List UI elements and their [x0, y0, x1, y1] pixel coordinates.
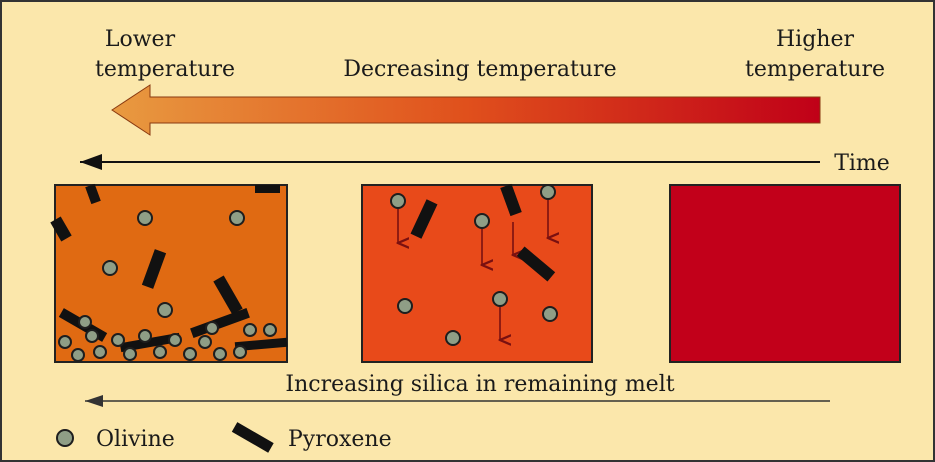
diagram: Lower temperature Decreasing temperature… — [0, 0, 935, 462]
decreasing-label: Decreasing temperature — [343, 57, 616, 82]
higher-label: temperature — [745, 57, 885, 82]
time-label: Time — [834, 151, 890, 176]
stage-box — [50, 184, 287, 362]
stage-box — [362, 184, 592, 362]
silica-label: Increasing silica in remaining melt — [285, 372, 674, 397]
olivine-swatch — [57, 430, 73, 446]
lower-label: Lower — [105, 27, 176, 52]
legend-label: Olivine — [96, 427, 175, 452]
stage-box — [670, 185, 900, 362]
lower-label: temperature — [95, 57, 235, 82]
higher-label: Higher — [776, 27, 854, 52]
legend-label: Pyroxene — [288, 427, 392, 452]
